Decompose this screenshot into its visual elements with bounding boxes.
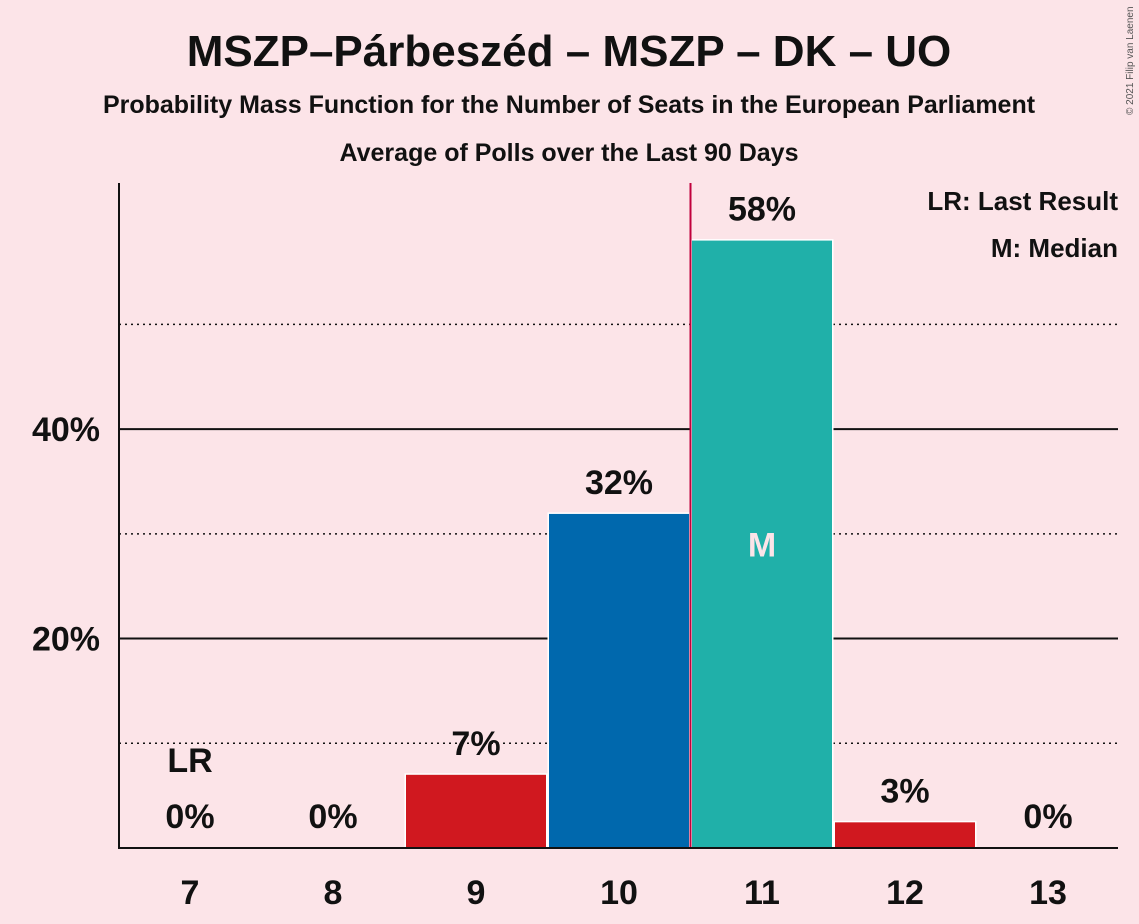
bar-9	[406, 774, 546, 848]
y-axis-ticks: 20% 40%	[32, 411, 100, 658]
bar-value-label: 0%	[308, 798, 357, 836]
x-tick-label: 8	[324, 874, 343, 912]
chart-subtitle: Probability Mass Function for the Number…	[103, 91, 1036, 119]
x-tick-label: 12	[886, 874, 924, 912]
bar-value-label: 3%	[880, 772, 929, 810]
markers: M LR	[167, 183, 776, 848]
x-tick-label: 7	[181, 874, 200, 912]
last-result-marker-label: LR	[167, 742, 212, 780]
legend-last-result: LR: Last Result	[927, 186, 1118, 216]
bars	[404, 239, 977, 849]
chart-title: MSZP–Párbeszéd – MSZP – DK – UO	[187, 27, 952, 76]
x-tick-label: 10	[600, 874, 638, 912]
median-marker-label: M	[748, 526, 776, 564]
bar-10	[549, 513, 689, 848]
x-tick-label: 13	[1029, 874, 1067, 912]
y-tick-label: 20%	[32, 621, 100, 659]
x-tick-label: 11	[744, 874, 780, 912]
bar-12	[835, 822, 975, 848]
copyright-notice: © 2021 Filip van Laenen	[1125, 6, 1136, 115]
bar-value-labels: 0% 0% 7% 32% 58% 3% 0%	[165, 191, 1072, 836]
bar-11	[692, 240, 832, 849]
bar-value-label: 7%	[451, 725, 500, 763]
bar-value-label: 58%	[728, 191, 796, 229]
chart-subtitle-2: Average of Polls over the Last 90 Days	[340, 139, 799, 167]
legend-median: M: Median	[991, 233, 1118, 263]
axes	[118, 183, 1118, 849]
y-tick-label: 40%	[32, 411, 100, 449]
bar-value-label: 0%	[1023, 798, 1072, 836]
x-tick-label: 9	[467, 874, 486, 912]
x-axis-ticks: 7 8 9 10 11 12 13	[181, 874, 1067, 912]
bar-value-label: 32%	[585, 464, 653, 502]
bar-value-label: 0%	[165, 798, 214, 836]
